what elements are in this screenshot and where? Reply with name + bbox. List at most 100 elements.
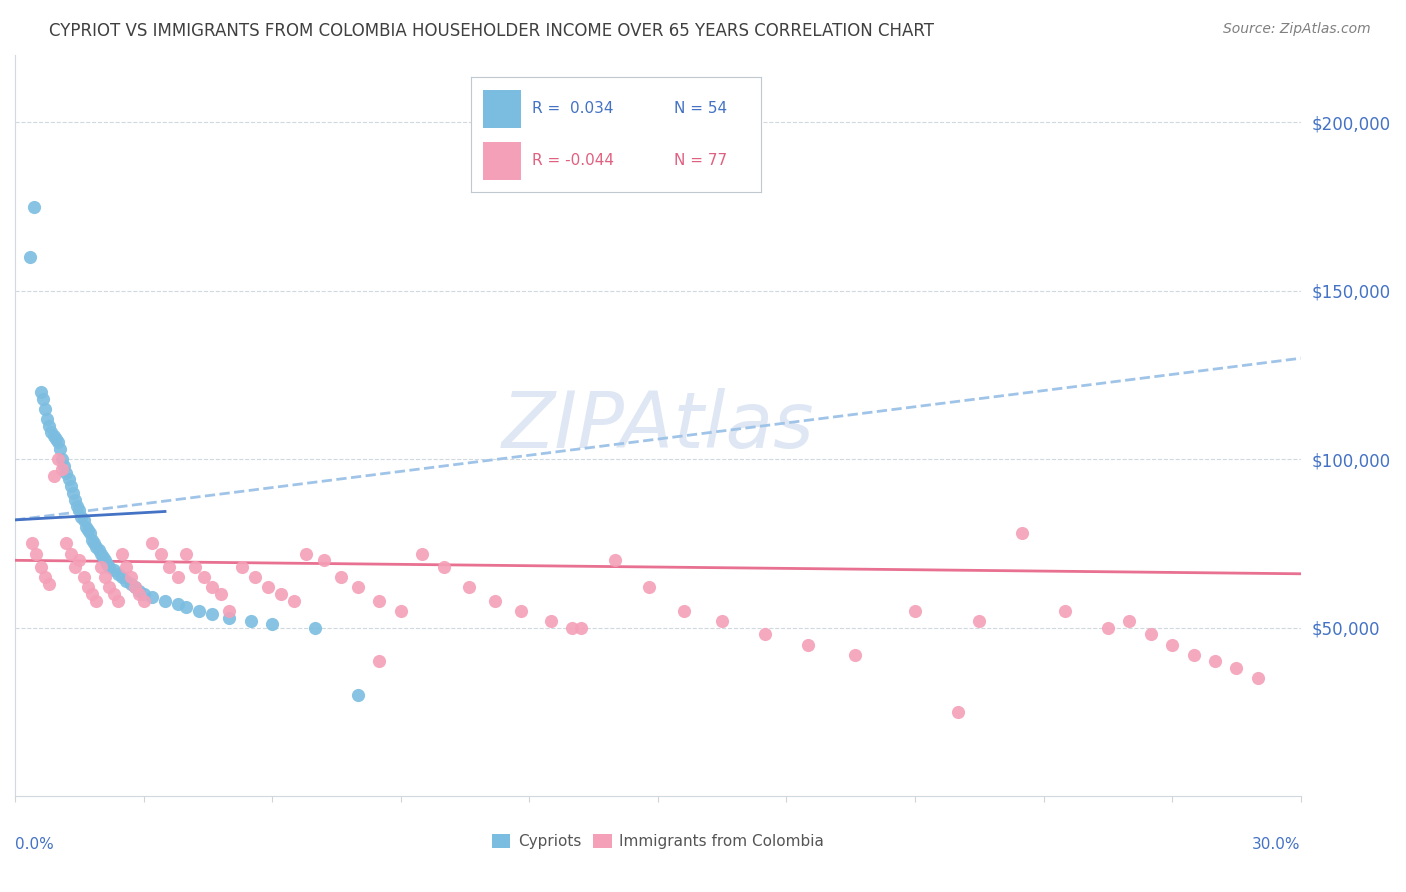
Point	[797, 638, 820, 652]
Point	[25, 547, 48, 561]
Point	[59, 547, 82, 561]
Point	[329, 570, 352, 584]
Point	[91, 549, 114, 564]
Point	[141, 536, 163, 550]
Point	[107, 593, 129, 607]
Point	[128, 587, 150, 601]
Point	[66, 500, 89, 514]
Point	[603, 553, 626, 567]
Point	[87, 543, 110, 558]
Point	[218, 604, 240, 618]
Point	[1225, 661, 1247, 675]
Text: 30.0%: 30.0%	[1253, 837, 1301, 852]
Point	[1161, 638, 1184, 652]
Point	[76, 523, 98, 537]
Point	[754, 627, 776, 641]
Point	[946, 705, 969, 719]
Point	[51, 462, 73, 476]
Point	[120, 577, 142, 591]
Point	[969, 614, 991, 628]
Point	[1097, 621, 1119, 635]
Point	[72, 570, 94, 584]
Point	[62, 486, 84, 500]
Point	[149, 547, 172, 561]
Point	[484, 593, 506, 607]
Point	[262, 617, 284, 632]
Point	[176, 547, 198, 561]
Point	[153, 593, 176, 607]
Point	[844, 648, 866, 662]
Point	[1204, 654, 1226, 668]
Point	[1011, 526, 1033, 541]
Point	[561, 621, 583, 635]
Point	[90, 560, 112, 574]
Point	[283, 593, 305, 607]
Point	[75, 519, 97, 533]
Point	[1182, 648, 1205, 662]
Point	[218, 610, 240, 624]
Point	[107, 566, 129, 581]
Point	[79, 526, 101, 541]
Point	[389, 604, 412, 618]
Point	[115, 560, 138, 574]
Legend: Cypriots, Immigrants from Colombia: Cypriots, Immigrants from Colombia	[485, 828, 830, 855]
Text: Source: ZipAtlas.com: Source: ZipAtlas.com	[1223, 22, 1371, 37]
Point	[540, 614, 562, 628]
Point	[98, 560, 121, 574]
Point	[1118, 614, 1140, 628]
Point	[22, 200, 45, 214]
Point	[304, 621, 326, 635]
Point	[124, 580, 146, 594]
Point	[83, 536, 105, 550]
Point	[1247, 671, 1270, 685]
Point	[63, 560, 86, 574]
Point	[115, 574, 138, 588]
Point	[368, 654, 391, 668]
Point	[67, 553, 90, 567]
Point	[509, 604, 531, 618]
Point	[132, 593, 155, 607]
Point	[76, 580, 98, 594]
Point	[58, 473, 80, 487]
Point	[86, 540, 108, 554]
Point	[201, 580, 224, 594]
Point	[94, 553, 117, 567]
Point	[167, 597, 190, 611]
Point	[672, 604, 695, 618]
Point	[111, 570, 134, 584]
Point	[1139, 627, 1161, 641]
Point	[42, 428, 65, 442]
Point	[94, 570, 117, 584]
Point	[458, 580, 481, 594]
Point	[45, 432, 67, 446]
Point	[711, 614, 734, 628]
Point	[188, 604, 211, 618]
Point	[243, 570, 266, 584]
Point	[41, 425, 63, 440]
Point	[209, 587, 232, 601]
Point	[176, 600, 198, 615]
Point	[167, 570, 190, 584]
Point	[103, 563, 125, 577]
Point	[193, 570, 215, 584]
Point	[141, 591, 163, 605]
Point	[96, 557, 118, 571]
Point	[124, 580, 146, 594]
Text: 0.0%: 0.0%	[15, 837, 53, 852]
Point	[432, 560, 454, 574]
Point	[128, 583, 150, 598]
Point	[30, 560, 52, 574]
Point	[347, 688, 370, 702]
Point	[103, 587, 125, 601]
Point	[21, 536, 44, 550]
Point	[55, 536, 77, 550]
Point	[38, 418, 60, 433]
Point	[82, 587, 104, 601]
Point	[46, 452, 69, 467]
Point	[201, 607, 224, 622]
Point	[34, 570, 56, 584]
Point	[72, 513, 94, 527]
Text: ZIPAtlas: ZIPAtlas	[502, 388, 814, 464]
Point	[904, 604, 927, 618]
Point	[42, 469, 65, 483]
